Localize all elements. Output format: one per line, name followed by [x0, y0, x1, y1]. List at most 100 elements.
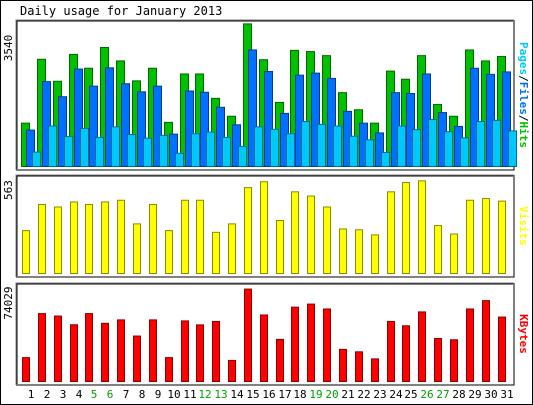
bar-files-day-15: [248, 49, 257, 167]
bar-files-day-4: [74, 68, 83, 167]
bar-files-day-23: [375, 132, 384, 167]
bar-kbytes-day-1: [22, 357, 30, 382]
bar-visits-day-31: [498, 200, 506, 274]
bar-files-day-12: [200, 91, 209, 167]
bar-visits-day-6: [101, 201, 109, 274]
panel-hits-frame-edge: [16, 20, 515, 171]
bar-kbytes-day-28: [450, 339, 458, 383]
bar-visits-day-27: [434, 225, 442, 274]
bar-pages-day-20: [333, 125, 342, 167]
bar-pages-day-18: [301, 121, 310, 167]
legend-entry: Hits: [517, 122, 530, 149]
bar-visits-day-20: [323, 206, 331, 274]
bar-visits-day-13: [212, 231, 220, 274]
bar-visits-day-5: [85, 203, 93, 274]
bar-files-day-31: [502, 71, 511, 167]
panel-visits-frame-shadow: [15, 174, 514, 277]
bar-pages-day-30: [492, 119, 501, 167]
bar-kbytes-day-11: [181, 320, 189, 383]
bar-visits-day-8: [133, 223, 141, 274]
panel-kbytes-frame-shadow: [15, 282, 514, 385]
bar-pages-day-12: [206, 131, 215, 167]
bar-pages-day-24: [397, 125, 406, 167]
panel-visits: 563 Visits: [2, 174, 530, 278]
bar-kbytes-day-12: [196, 324, 204, 382]
bar-files-day-29: [470, 67, 479, 167]
bar-kbytes-day-13: [212, 320, 220, 383]
panel-hits-legend: Pages/Files/Hits: [517, 42, 530, 148]
bar-pages-day-23: [381, 151, 390, 168]
x-tick-label: 1: [28, 388, 35, 401]
bar-pages-day-25: [412, 129, 421, 168]
bar-visits-day-14: [228, 223, 236, 274]
bar-pages-day-11: [191, 133, 200, 167]
x-tick-label: 23: [373, 388, 386, 401]
bar-kbytes-day-31: [498, 316, 506, 382]
bar-files-day-7: [121, 83, 130, 167]
bar-kbytes-day-14: [228, 359, 236, 383]
legend-entry: Visits: [517, 206, 530, 246]
x-tick-label: 22: [357, 388, 370, 401]
x-tick-label: 10: [167, 388, 180, 401]
bar-visits-day-23: [371, 234, 379, 274]
bar-pages-day-27: [444, 131, 453, 167]
x-tick-label: 7: [123, 388, 130, 401]
bar-visits-day-24: [387, 191, 395, 274]
panel-hits-frame-shadow: [15, 19, 514, 170]
panel-hits-frame-inner: [16, 20, 513, 169]
bar-visits-day-22: [355, 229, 363, 275]
x-tick-label: 12: [198, 388, 211, 401]
x-tick-label: 24: [389, 388, 403, 401]
bar-pages-day-19: [317, 123, 326, 167]
x-axis: 1 2 3 4 5 6 7 8 9 10 11 12 13 14 15 16 17 18 19 20 21 22 23 24 2…: [28, 388, 514, 401]
panel-kbytes-legend: KBytes: [517, 314, 530, 354]
bar-kbytes-day-24: [387, 320, 395, 383]
x-tick-label: 9: [155, 388, 162, 401]
bar-visits-day-12: [196, 199, 204, 274]
x-tick-label: 6: [107, 388, 114, 401]
legend-entry: Files: [517, 82, 530, 115]
bar-kbytes-day-7: [117, 319, 125, 382]
bar-visits-day-7: [117, 199, 125, 274]
bar-kbytes-day-26: [418, 311, 426, 383]
bar-kbytes-day-6: [101, 322, 109, 383]
bar-files-day-6: [105, 67, 114, 167]
bar-kbytes-day-22: [355, 351, 363, 383]
bar-files-day-9: [153, 85, 162, 167]
x-tick-label: 15: [246, 388, 259, 401]
bar-pages-day-6: [111, 126, 120, 168]
bar-pages-day-22: [365, 139, 374, 168]
bar-kbytes-day-16: [260, 314, 268, 382]
bar-visits-day-11: [181, 199, 189, 274]
bar-pages-day-13: [222, 136, 231, 167]
series-hits: [21, 23, 506, 168]
chart-title: Daily usage for January 2013: [20, 4, 222, 18]
bar-kbytes-day-27: [434, 337, 442, 382]
bar-visits-day-21: [339, 228, 347, 274]
bar-visits-day-19: [307, 195, 315, 274]
x-tick-label: 21: [341, 388, 354, 401]
legend-entry: /: [517, 115, 530, 122]
bar-kbytes-day-17: [276, 338, 284, 383]
bar-visits-day-26: [418, 180, 426, 274]
x-tick-label: 2: [44, 388, 51, 401]
bar-pages-day-31: [508, 130, 517, 167]
series-kbytes: [22, 288, 506, 383]
bar-pages-day-5: [95, 136, 104, 167]
bar-visits-day-30: [482, 198, 490, 274]
bar-pages-day-3: [64, 136, 73, 168]
x-tick-label: 8: [139, 388, 146, 401]
bar-visits-day-28: [450, 233, 458, 275]
bar-kbytes-day-18: [291, 306, 299, 383]
bar-pages-day-8: [143, 137, 152, 168]
bar-pages-day-15: [254, 126, 263, 168]
bar-pages-day-26: [428, 119, 437, 167]
bar-kbytes-day-10: [165, 357, 173, 382]
x-tick-label: 26: [420, 388, 433, 401]
bar-visits-day-2: [38, 203, 46, 274]
bar-visits-day-1: [22, 230, 30, 274]
bar-visits-day-16: [260, 181, 268, 274]
x-tick-label: 13: [214, 388, 227, 401]
panel-kbytes-ymax-label: 74029: [2, 286, 15, 319]
